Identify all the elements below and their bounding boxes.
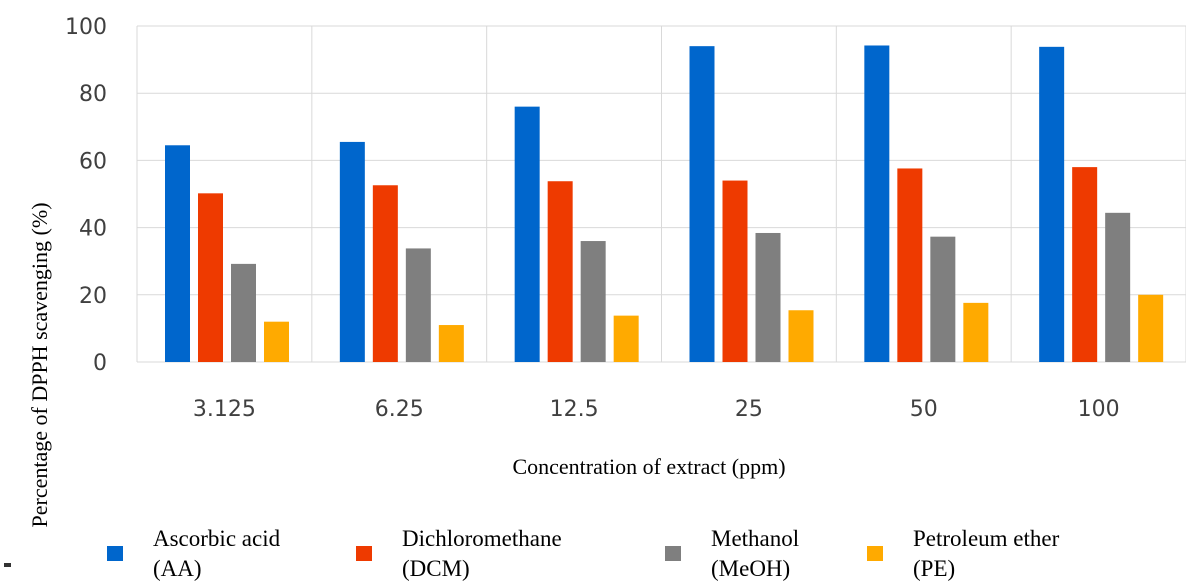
y-tick-label: 20: [79, 284, 107, 309]
y-tick-label: 100: [65, 15, 107, 40]
bar: [689, 46, 715, 362]
legend-swatch: [867, 546, 883, 561]
x-axis-title: Concentration of extract (ppm): [512, 454, 785, 479]
legend-label: (AA): [153, 556, 202, 581]
bar: [165, 145, 190, 362]
bar: [438, 325, 464, 362]
gridlines: [136, 25, 1186, 363]
y-axis-title: Percentage of DPPH scavenging (%): [27, 202, 52, 527]
bar: [788, 310, 814, 362]
legend: Ascorbic acid (AA) Dichloromethane (DCM) Met…: [107, 526, 1060, 581]
x-tick-label: 6.25: [375, 397, 424, 422]
bar: [930, 236, 956, 362]
x-tick-label: 12.5: [550, 397, 599, 422]
bar: [755, 232, 781, 362]
legend-swatch: [665, 546, 681, 561]
legend-label: Methanol: [711, 526, 799, 551]
legend-label: (MeOH): [711, 556, 790, 581]
corner-mark: [4, 563, 11, 567]
bar: [405, 248, 431, 362]
bar: [264, 321, 289, 362]
bar: [372, 185, 398, 362]
x-tick-label: 3.125: [193, 397, 256, 422]
y-axis-ticks: 0 20 40 60 80 100: [65, 15, 107, 376]
y-tick-label: 80: [79, 82, 107, 107]
bar: [963, 302, 989, 362]
bar: [1105, 212, 1131, 362]
legend-label: Dichloromethane: [402, 526, 562, 551]
legend-label: Petroleum ether: [913, 526, 1060, 551]
bar: [339, 141, 365, 362]
x-tick-label: 100: [1078, 397, 1120, 422]
bar: [547, 181, 573, 362]
bar: [1039, 46, 1065, 362]
x-axis-ticks: 3.125 6.25 12.5 25 50 100: [193, 397, 1120, 422]
bar: [1072, 167, 1098, 362]
x-tick-label: 50: [910, 397, 938, 422]
legend-swatch: [356, 546, 372, 561]
bar: [580, 241, 606, 362]
legend-label: (DCM): [402, 556, 470, 581]
bar: [231, 263, 256, 362]
y-tick-label: 60: [79, 149, 107, 174]
y-tick-label: 0: [93, 351, 107, 376]
bar: [864, 45, 890, 362]
legend-swatch: [107, 546, 123, 561]
legend-label: Ascorbic acid: [153, 526, 281, 551]
bar: [1138, 294, 1164, 362]
x-tick-label: 25: [735, 397, 763, 422]
bar: [897, 168, 923, 362]
legend-label: (PE): [913, 556, 955, 581]
bar: [613, 315, 639, 362]
y-tick-label: 40: [79, 217, 107, 242]
bars: [165, 45, 1164, 362]
bar: [514, 106, 540, 362]
bar: [722, 180, 748, 362]
bar: [198, 193, 223, 362]
